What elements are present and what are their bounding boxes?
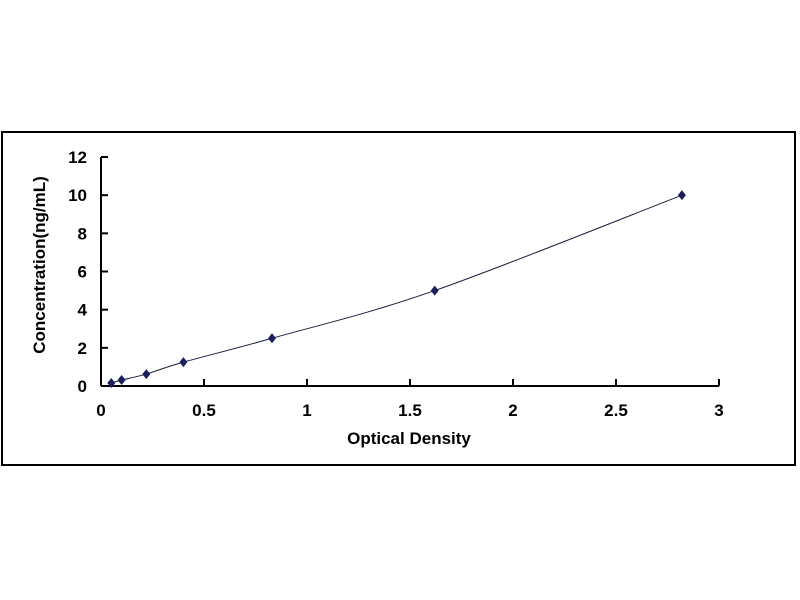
data-point bbox=[267, 333, 276, 344]
y-tick-label: 4 bbox=[78, 301, 88, 320]
fit-curve bbox=[111, 194, 683, 384]
x-tick-label: 0 bbox=[96, 401, 105, 420]
x-tick-label: 1 bbox=[302, 401, 311, 420]
data-point bbox=[142, 369, 151, 380]
y-tick-label: 6 bbox=[78, 263, 87, 282]
data-point bbox=[107, 378, 116, 389]
x-tick-label: 2.5 bbox=[604, 401, 628, 420]
data-point bbox=[179, 357, 188, 368]
data-point bbox=[677, 190, 686, 201]
x-tick-label: 2 bbox=[508, 401, 517, 420]
y-tick-label: 8 bbox=[78, 224, 87, 243]
data-point bbox=[430, 285, 439, 296]
chart-frame bbox=[1, 131, 796, 466]
y-tick-label: 2 bbox=[78, 339, 87, 358]
x-tick-label: 1.5 bbox=[398, 401, 422, 420]
y-tick-label: 12 bbox=[68, 148, 87, 167]
x-tick-label: 0.5 bbox=[192, 401, 216, 420]
y-tick-label: 10 bbox=[68, 186, 87, 205]
y-axis-label: Concentration(ng/mL) bbox=[30, 176, 49, 354]
data-point bbox=[117, 375, 126, 386]
x-axis-label: Optical Density bbox=[347, 429, 471, 448]
x-tick-label: 3 bbox=[714, 401, 723, 420]
y-tick-label: 0 bbox=[78, 377, 87, 396]
